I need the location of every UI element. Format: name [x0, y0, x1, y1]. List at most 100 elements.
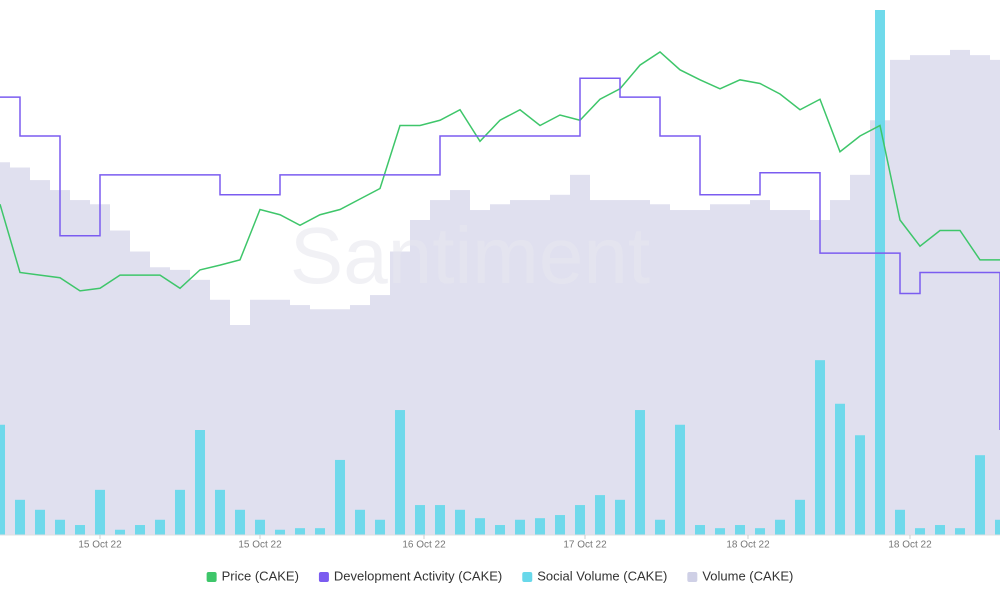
- bar: [370, 295, 390, 535]
- x-tick-label: 18 Oct 22: [726, 540, 770, 551]
- legend-label: Volume (CAKE): [702, 568, 793, 583]
- bar: [90, 204, 110, 535]
- bar: [530, 200, 550, 536]
- bar: [335, 459, 345, 535]
- bar: [610, 200, 630, 536]
- bar: [275, 529, 285, 535]
- legend-swatch: [687, 572, 698, 582]
- legend-swatch: [206, 572, 217, 582]
- bar: [790, 210, 810, 535]
- bar: [950, 49, 970, 536]
- legend-swatch: [318, 572, 329, 582]
- bar: [575, 505, 585, 535]
- bar: [795, 499, 805, 535]
- watermark: Santiment: [290, 211, 650, 300]
- bar: [755, 528, 765, 535]
- bar: [715, 528, 725, 535]
- legend-item: Development Activity (CAKE): [318, 568, 502, 583]
- legend-label: Development Activity (CAKE): [334, 568, 502, 583]
- bar: [355, 509, 365, 535]
- bar: [35, 509, 45, 535]
- x-tick-label: 16 Oct 22: [402, 540, 446, 551]
- bar: [750, 200, 770, 536]
- bar: [135, 525, 145, 535]
- x-tick-label: 15 Oct 22: [78, 540, 122, 551]
- bar: [455, 509, 465, 535]
- bar: [650, 204, 670, 535]
- x-tick-label: 17 Oct 22: [563, 540, 607, 551]
- bar: [515, 519, 525, 535]
- bar: [935, 525, 945, 535]
- bar: [855, 435, 865, 535]
- bar: [215, 489, 225, 535]
- bar: [535, 518, 545, 535]
- bar: [875, 10, 885, 535]
- bar: [930, 55, 950, 536]
- bar: [430, 200, 450, 536]
- bar: [315, 528, 325, 535]
- legend-swatch: [522, 572, 533, 582]
- bar: [695, 525, 705, 535]
- bar: [590, 200, 610, 536]
- legend-item: Price (CAKE): [206, 568, 299, 583]
- bar: [435, 505, 445, 535]
- bar: [15, 499, 25, 535]
- bar: [470, 210, 490, 535]
- bar: [675, 424, 685, 535]
- bar: [615, 499, 625, 535]
- bar: [710, 204, 730, 535]
- bar: [195, 430, 205, 535]
- bar: [995, 519, 1000, 535]
- bar: [990, 59, 1000, 535]
- series-line: [0, 51, 1000, 292]
- bar: [490, 204, 510, 535]
- bar: [735, 525, 745, 535]
- bar: [890, 59, 910, 535]
- bar: [835, 403, 845, 535]
- legend: Price (CAKE) Development Activity (CAKE) S…: [206, 568, 793, 583]
- x-tick-label: 18 Oct 22: [888, 540, 932, 551]
- bar: [450, 190, 470, 535]
- bar: [955, 528, 965, 535]
- bar: [150, 267, 170, 535]
- bar: [130, 251, 150, 535]
- bar: [290, 305, 310, 535]
- bar: [395, 410, 405, 535]
- bar: [975, 455, 985, 535]
- bar: [50, 190, 70, 535]
- bar: [915, 528, 925, 535]
- bar: [95, 489, 105, 535]
- bar: [475, 518, 485, 535]
- bar: [375, 519, 385, 535]
- bar: [730, 204, 750, 535]
- bar: [910, 55, 930, 536]
- bar: [255, 519, 265, 535]
- bar: [310, 309, 330, 535]
- bar: [0, 162, 10, 535]
- bar: [570, 174, 590, 535]
- bar: [270, 299, 290, 535]
- bar: [895, 509, 905, 535]
- bar: [230, 325, 250, 535]
- bar: [410, 220, 430, 535]
- bar: [295, 528, 305, 535]
- bar: [495, 525, 505, 535]
- x-tick-label: 15 Oct 22: [238, 540, 282, 551]
- bar: [0, 424, 5, 535]
- series-line: [0, 77, 1000, 430]
- legend-label: Social Volume (CAKE): [537, 568, 667, 583]
- bar: [115, 529, 125, 535]
- bar: [175, 489, 185, 535]
- bar: [235, 509, 245, 535]
- bar: [350, 305, 370, 535]
- bar: [595, 495, 605, 535]
- bar: [690, 210, 710, 535]
- bar: [550, 194, 570, 536]
- legend-label: Price (CAKE): [222, 568, 299, 583]
- legend-item: Social Volume (CAKE): [522, 568, 667, 583]
- bar: [30, 180, 50, 535]
- bar: [170, 269, 190, 535]
- bar: [775, 519, 785, 535]
- bar: [415, 505, 425, 535]
